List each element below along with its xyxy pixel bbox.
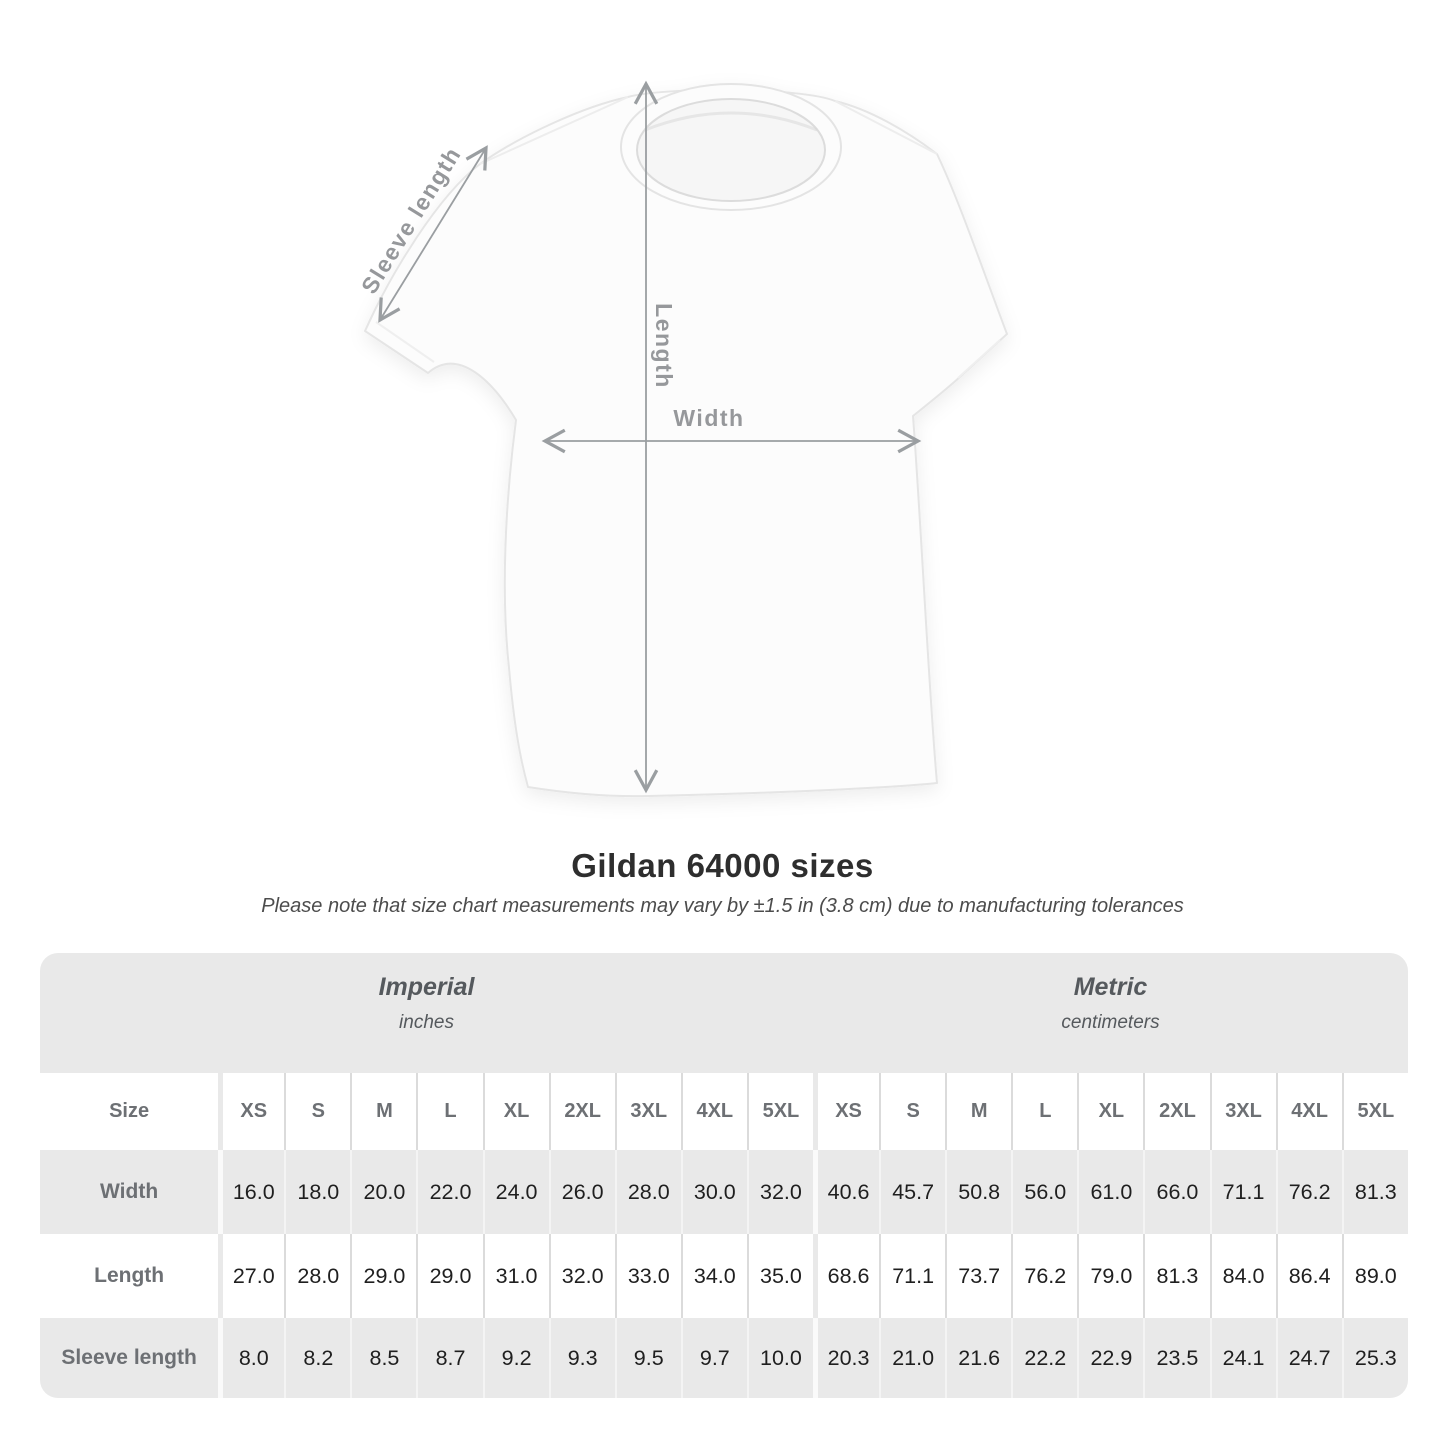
sleeve-metric-xs: 20.3 bbox=[813, 1318, 880, 1398]
length-imperial-3xl: 33.0 bbox=[614, 1234, 681, 1318]
length-imperial-xl: 31.0 bbox=[482, 1234, 549, 1318]
width-label: Width bbox=[673, 405, 744, 431]
size-header-imperial-xl: XL bbox=[482, 1073, 549, 1150]
width-imperial-5xl: 32.0 bbox=[746, 1150, 814, 1234]
width-imperial-l: 22.0 bbox=[416, 1150, 483, 1234]
sleeve-metric-4xl: 24.7 bbox=[1275, 1318, 1342, 1398]
page-title: Gildan 64000 sizes bbox=[571, 847, 874, 884]
size-header-metric-s: S bbox=[879, 1073, 946, 1150]
sleeve-imperial-s: 8.2 bbox=[284, 1318, 351, 1398]
size-header-metric-l: L bbox=[1011, 1073, 1078, 1150]
length-metric-4xl: 86.4 bbox=[1275, 1234, 1342, 1318]
width-metric-xl: 61.0 bbox=[1077, 1150, 1144, 1234]
size-header-imperial-xs: XS bbox=[218, 1073, 285, 1150]
length-metric-xs: 68.6 bbox=[813, 1234, 880, 1318]
table-row-sleeve-length: Sleeve length 8.0 8.2 8.5 8.7 9.2 9.3 9.… bbox=[40, 1318, 1408, 1398]
width-imperial-4xl: 30.0 bbox=[680, 1150, 747, 1234]
length-imperial-5xl: 35.0 bbox=[746, 1234, 814, 1318]
size-header-imperial-5xl: 5XL bbox=[746, 1073, 814, 1150]
sleeve-imperial-xl: 9.2 bbox=[482, 1318, 549, 1398]
tshirt-image bbox=[364, 83, 1008, 798]
size-header-imperial-3xl: 3XL bbox=[614, 1073, 681, 1150]
width-metric-4xl: 76.2 bbox=[1275, 1150, 1342, 1234]
sleeve-metric-3xl: 24.1 bbox=[1209, 1318, 1276, 1398]
length-imperial-s: 28.0 bbox=[284, 1234, 351, 1318]
length-imperial-2xl: 32.0 bbox=[548, 1234, 615, 1318]
length-metric-m: 73.7 bbox=[945, 1234, 1012, 1318]
length-imperial-4xl: 34.0 bbox=[680, 1234, 747, 1318]
length-metric-s: 71.1 bbox=[879, 1234, 946, 1318]
sleeve-length-arrow bbox=[378, 145, 488, 323]
size-header-imperial-4xl: 4XL bbox=[680, 1073, 747, 1150]
length-metric-2xl: 81.3 bbox=[1143, 1234, 1210, 1318]
size-header-metric-4xl: 4XL bbox=[1275, 1073, 1342, 1150]
metric-label: Metric bbox=[1073, 973, 1148, 1001]
measurement-arrows bbox=[378, 80, 922, 794]
width-metric-3xl: 71.1 bbox=[1209, 1150, 1276, 1234]
imperial-group-header: Imperial inches bbox=[40, 953, 814, 1073]
sleeve-imperial-4xl: 9.7 bbox=[680, 1318, 747, 1398]
length-imperial-m: 29.0 bbox=[350, 1234, 417, 1318]
length-metric-l: 76.2 bbox=[1011, 1234, 1078, 1318]
sleeve-imperial-l: 8.7 bbox=[416, 1318, 483, 1398]
width-metric-5xl: 81.3 bbox=[1341, 1150, 1408, 1234]
sleeve-imperial-xs: 8.0 bbox=[218, 1318, 285, 1398]
row-label-sleeve-length: Sleeve length bbox=[40, 1318, 219, 1398]
metric-unit: centimeters bbox=[1061, 1012, 1160, 1033]
size-header-metric-5xl: 5XL bbox=[1341, 1073, 1408, 1150]
tshirt-measurement-diagram: Width Length Sleeve length bbox=[356, 80, 1008, 798]
width-metric-m: 50.8 bbox=[945, 1150, 1012, 1234]
sleeve-metric-m: 21.6 bbox=[945, 1318, 1012, 1398]
row-label-width: Width bbox=[40, 1150, 219, 1234]
metric-group-header: Metric centimeters bbox=[813, 953, 1408, 1073]
size-header-metric-m: M bbox=[945, 1073, 1012, 1150]
sleeve-metric-xl: 22.9 bbox=[1077, 1318, 1144, 1398]
size-header-imperial-l: L bbox=[416, 1073, 483, 1150]
length-metric-xl: 79.0 bbox=[1077, 1234, 1144, 1318]
sleeve-metric-s: 21.0 bbox=[879, 1318, 946, 1398]
size-header-metric-3xl: 3XL bbox=[1209, 1073, 1276, 1150]
width-imperial-s: 18.0 bbox=[284, 1150, 351, 1234]
unit-group-header-row: Imperial inches Metric centimeters bbox=[40, 953, 1408, 1073]
size-header-metric-xl: XL bbox=[1077, 1073, 1144, 1150]
width-metric-xs: 40.6 bbox=[813, 1150, 880, 1234]
width-metric-l: 56.0 bbox=[1011, 1150, 1078, 1234]
sleeve-imperial-3xl: 9.5 bbox=[614, 1318, 681, 1398]
size-header-metric-xs: XS bbox=[813, 1073, 880, 1150]
width-imperial-m: 20.0 bbox=[350, 1150, 417, 1234]
table-row-length: Length 27.0 28.0 29.0 29.0 31.0 32.0 33.… bbox=[40, 1234, 1408, 1318]
imperial-unit: inches bbox=[399, 1012, 454, 1033]
length-imperial-l: 29.0 bbox=[416, 1234, 483, 1318]
row-label-length: Length bbox=[40, 1234, 219, 1318]
sleeve-metric-2xl: 23.5 bbox=[1143, 1318, 1210, 1398]
size-header-imperial-2xl: 2XL bbox=[548, 1073, 615, 1150]
width-metric-s: 45.7 bbox=[879, 1150, 946, 1234]
length-metric-5xl: 89.0 bbox=[1341, 1234, 1408, 1318]
sleeve-imperial-2xl: 9.3 bbox=[548, 1318, 615, 1398]
size-header-metric-2xl: 2XL bbox=[1143, 1073, 1210, 1150]
tolerance-note: Please note that size chart measurements… bbox=[261, 895, 1184, 917]
sleeve-imperial-5xl: 10.0 bbox=[746, 1318, 814, 1398]
length-metric-3xl: 84.0 bbox=[1209, 1234, 1276, 1318]
sleeve-metric-5xl: 25.3 bbox=[1341, 1318, 1408, 1398]
width-imperial-xs: 16.0 bbox=[218, 1150, 285, 1234]
imperial-label: Imperial bbox=[378, 973, 475, 1001]
size-column-header: Size bbox=[40, 1073, 219, 1150]
size-header-row: Size XS S M L XL 2XL 3XL 4XL 5XL XS S M … bbox=[40, 1073, 1408, 1150]
size-header-imperial-s: S bbox=[284, 1073, 351, 1150]
width-imperial-3xl: 28.0 bbox=[614, 1150, 681, 1234]
length-label: Length bbox=[651, 303, 677, 389]
length-imperial-xs: 27.0 bbox=[218, 1234, 285, 1318]
sleeve-imperial-m: 8.5 bbox=[350, 1318, 417, 1398]
sleeve-metric-l: 22.2 bbox=[1011, 1318, 1078, 1398]
width-imperial-xl: 24.0 bbox=[482, 1150, 549, 1234]
size-header-imperial-m: M bbox=[350, 1073, 417, 1150]
width-metric-2xl: 66.0 bbox=[1143, 1150, 1210, 1234]
table-row-width: Width 16.0 18.0 20.0 22.0 24.0 26.0 28.0… bbox=[40, 1150, 1408, 1234]
width-imperial-2xl: 26.0 bbox=[548, 1150, 615, 1234]
size-table: Imperial inches Metric centimeters Size … bbox=[40, 953, 1408, 1398]
